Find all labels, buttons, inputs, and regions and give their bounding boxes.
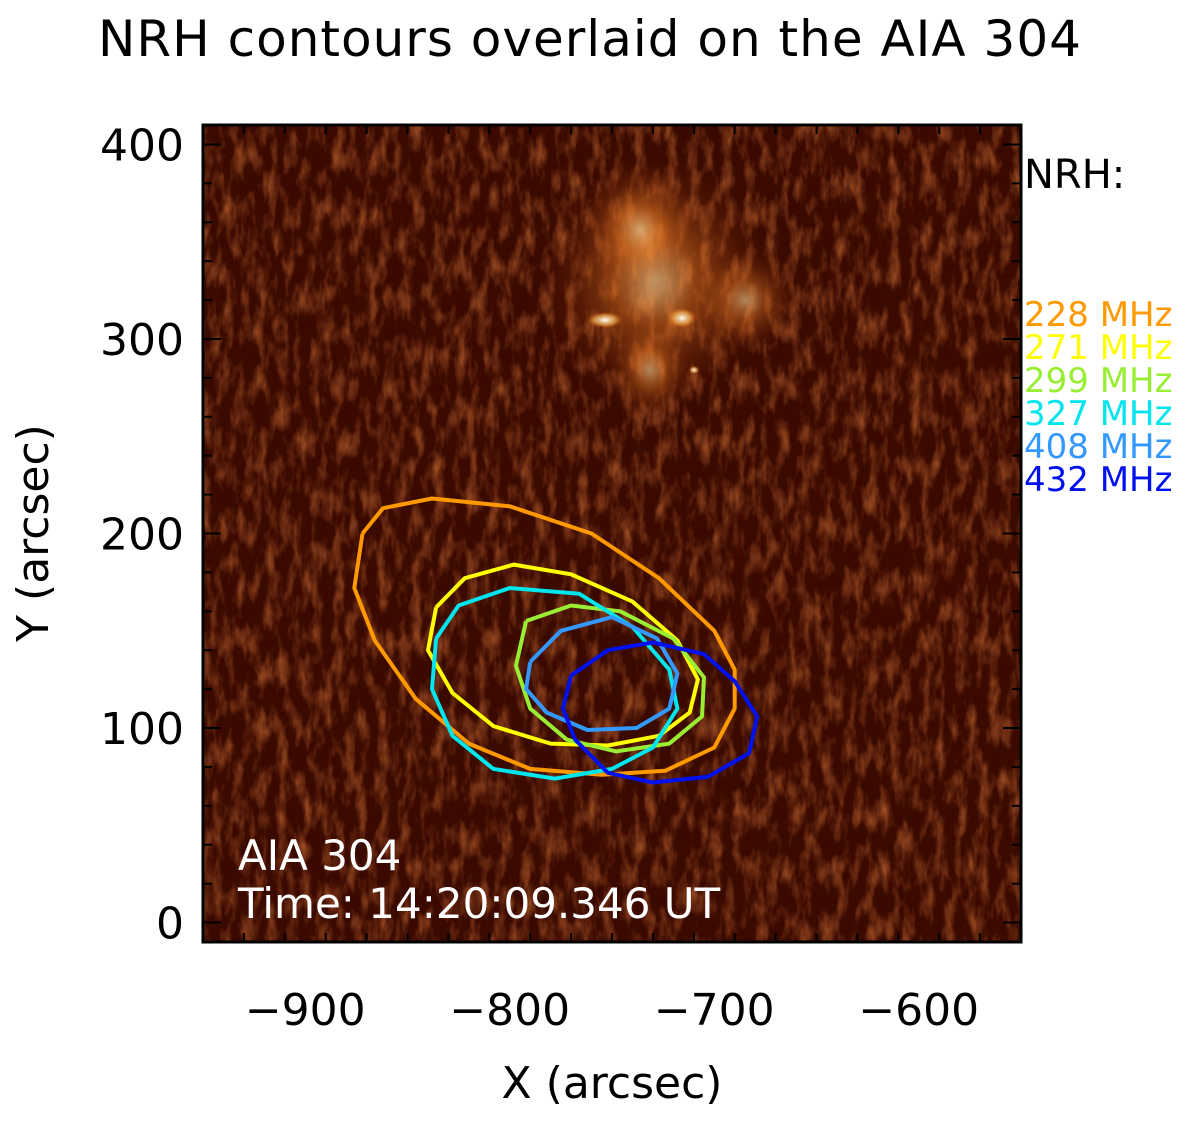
y-tick-label: 100 [100, 704, 184, 755]
x-tick-label: −900 [245, 985, 366, 1036]
y-tick-label: 0 [156, 899, 184, 950]
image-label: AIA 304 [238, 831, 401, 880]
contour-271-mhz [426, 562, 700, 748]
nrh-contours [352, 496, 760, 785]
axis-tick-labels: −900 −800 −700 −600 0 100 200 300 400 [100, 120, 979, 1036]
aia-304-image [203, 125, 1021, 942]
legend-entry: 299 MHz [1024, 361, 1172, 401]
legend-entry: 327 MHz [1024, 394, 1172, 434]
contour-299-mhz [513, 603, 706, 754]
contour-432-mhz [560, 640, 760, 785]
contour-228-mhz [352, 496, 737, 777]
time-label: Time: 14:20:09.346 UT [237, 879, 721, 928]
legend-entry: 408 MHz [1024, 427, 1172, 467]
axis-ticks [202, 125, 1022, 942]
y-tick-label: 400 [100, 120, 184, 171]
x-tick-label: −800 [449, 985, 570, 1036]
x-tick-label: −600 [858, 985, 979, 1036]
contour-408-mhz [524, 615, 680, 732]
legend-entry: 432 MHz [1024, 460, 1172, 500]
contour-327-mhz [430, 586, 680, 781]
y-tick-label: 300 [100, 315, 184, 366]
chart-title: NRH contours overlaid on the AIA 304 [98, 10, 1082, 68]
legend-entry: 271 MHz [1024, 328, 1172, 368]
x-axis-label: X (arcsec) [502, 1058, 723, 1109]
y-axis-label: Y (arcsec) [8, 424, 59, 643]
y-tick-label: 200 [100, 510, 184, 561]
legend-entry: 228 MHz [1024, 295, 1172, 335]
legend-title: NRH: [1024, 152, 1125, 198]
x-tick-label: −700 [654, 985, 775, 1036]
